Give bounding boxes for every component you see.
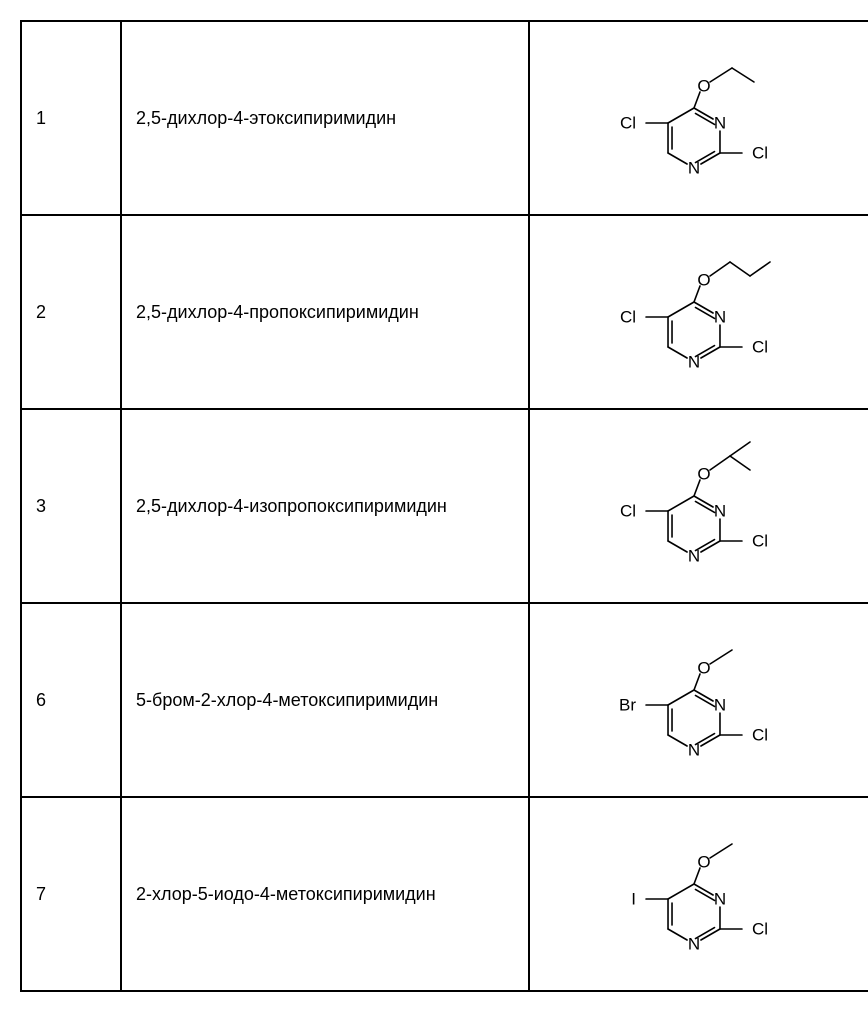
compound-structure: NNOClCl — [529, 21, 868, 215]
svg-text:O: O — [697, 465, 710, 484]
compound-name: 2,5-дихлор-4-пропоксипиримидин — [121, 215, 529, 409]
compound-name: 2,5-дихлор-4-этоксипиримидин — [121, 21, 529, 215]
svg-text:N: N — [714, 308, 726, 327]
svg-text:N: N — [688, 741, 700, 760]
svg-text:N: N — [714, 890, 726, 909]
compound-number: 7 — [21, 797, 121, 991]
compound-structure: NNOClCl — [529, 409, 868, 603]
table-row: 65-бром-2-хлор-4-метоксипиримидинNNOBrCl — [21, 603, 868, 797]
compound-name: 2,5-дихлор-4-изопропоксипиримидин — [121, 409, 529, 603]
svg-text:O: O — [697, 271, 710, 290]
svg-text:Cl: Cl — [620, 308, 636, 327]
table-row: 72-хлор-5-иодо-4-метоксипиримидинNNOICl — [21, 797, 868, 991]
svg-text:N: N — [714, 114, 726, 133]
compound-name: 5-бром-2-хлор-4-метоксипиримидин — [121, 603, 529, 797]
svg-text:Cl: Cl — [752, 144, 768, 163]
compound-structure: NNOClCl — [529, 215, 868, 409]
svg-text:Br: Br — [619, 696, 636, 715]
svg-text:I: I — [631, 890, 636, 909]
svg-text:N: N — [714, 502, 726, 521]
compound-structure: NNOBrCl — [529, 603, 868, 797]
svg-text:Cl: Cl — [752, 532, 768, 551]
svg-text:Cl: Cl — [752, 338, 768, 357]
compound-table: 12,5-дихлор-4-этоксипиримидинNNOClCl22,5… — [20, 20, 868, 992]
svg-text:N: N — [688, 935, 700, 954]
compound-number: 1 — [21, 21, 121, 215]
svg-text:N: N — [714, 696, 726, 715]
svg-text:O: O — [697, 853, 710, 872]
table-row: 22,5-дихлор-4-пропоксипиримидинNNOClCl — [21, 215, 868, 409]
svg-text:Cl: Cl — [752, 920, 768, 939]
svg-text:Cl: Cl — [752, 726, 768, 745]
table-row: 12,5-дихлор-4-этоксипиримидинNNOClCl — [21, 21, 868, 215]
svg-text:O: O — [697, 77, 710, 96]
svg-text:N: N — [688, 353, 700, 372]
compound-structure: NNOICl — [529, 797, 868, 991]
compound-name: 2-хлор-5-иодо-4-метоксипиримидин — [121, 797, 529, 991]
svg-text:N: N — [688, 159, 700, 178]
compound-number: 6 — [21, 603, 121, 797]
svg-text:Cl: Cl — [620, 502, 636, 521]
compound-number: 2 — [21, 215, 121, 409]
table-row: 32,5-дихлор-4-изопропоксипиримидинNNOClC… — [21, 409, 868, 603]
svg-text:O: O — [697, 659, 710, 678]
compound-number: 3 — [21, 409, 121, 603]
svg-text:Cl: Cl — [620, 114, 636, 133]
svg-text:N: N — [688, 547, 700, 566]
